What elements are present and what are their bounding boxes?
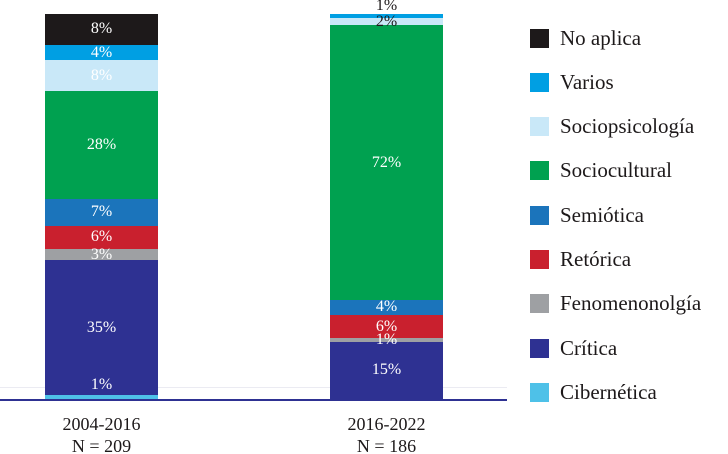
bar-segment-sociopsicologia: 2% [330,13,443,29]
legend-label: Fenomenonolgía [560,291,702,316]
gridline [0,387,507,388]
bar-segment-critica: 15% [330,341,443,399]
bar-segment-cibernetica: 1% [45,377,158,399]
bar-segment-label: 8% [90,20,113,38]
bar-segment-outside-label: 1% [375,0,398,14]
legend-swatch-fenomenonolgia [530,294,549,314]
bar-segment-fenomenonolgia: 1% [330,331,443,347]
legend-label: Crítica [560,335,618,360]
legend-swatch-semiotica [530,205,549,225]
legend-label: Retórica [560,247,632,271]
bar-segment-label: 35% [86,318,117,336]
bar-segment-sociocultural: 72% [330,25,443,300]
legend-swatch-cibernetica [530,382,549,402]
sample-size-label: N = 186 [356,436,417,454]
bar-segment-varios: 4% [45,43,158,61]
bar-segment-label: 6% [90,228,113,246]
bar-segment-retorica: 6% [45,225,158,249]
legend-item-retorica: Retórica [530,249,631,271]
bar-segment-label: 2% [375,12,398,30]
legend-item-sociocultural: Sociocultural [530,160,672,182]
bar-segment-label: 72% [371,153,402,171]
category-label: 2004-2016 [62,414,141,434]
bar-segment-fenomenonolgia: 3% [45,245,158,263]
bar-column-2004-2016: 8% 4% 8% 28% 7% 6% 3% 35% 1% [45,14,158,399]
legend-swatch-sociocultural [530,161,549,181]
bar-segment-label: 8% [90,66,113,84]
bar-segment-semiotica: 7% [45,198,158,226]
legend-item-varios: Varios [530,71,614,93]
legend-label: Sociocultural [560,158,672,183]
legend-item-critica: Crítica [530,337,617,359]
legend-swatch-no-aplica [530,28,549,48]
bar-column-2016-2022: 1% 2% 72% 4% 6% 1% 15% [330,0,443,399]
legend-swatch-varios [530,72,549,92]
legend-item-sociopsicologia: Sociopsicología [530,116,694,138]
legend-label: Sociopsicología [560,114,695,139]
legend-item-semiotica: Semiótica [530,204,644,226]
category-label: 2016-2022 [347,414,426,434]
legend-swatch-sociopsicologia [530,117,549,137]
bar-segment-label: 3% [90,245,113,263]
bar-segment-label: 28% [86,135,117,153]
legend-swatch-critica [530,338,549,358]
bar-segment-label: 15% [371,361,402,379]
bar-segment-sociopsicologia: 8% [45,60,158,91]
bar-segment-label: 4% [90,43,113,61]
legend-label: Varios [560,69,614,94]
bar-segment-no-aplica: 8% [45,14,158,45]
bar-segment-label: 7% [90,203,113,221]
legend-label: Cibernética [560,379,657,404]
bar-segment-label: 1% [90,376,113,394]
bar-segment-label: 6% [375,317,398,335]
legend-label: Semiótica [560,202,644,227]
bar-segment-varios [330,14,443,18]
bar-segment-retorica: 6% [330,315,443,338]
legend-label: No aplica [560,25,642,50]
legend-swatch-retorica [530,250,549,269]
bar-segment-label: 1% [375,330,398,348]
legend-item-cibernetica: Cibernética [530,381,657,403]
bar-segment-sociocultural: 28% [45,90,158,199]
x-axis-line [0,399,507,401]
legend-item-fenomenonolgia: Fenomenonolgía [530,293,701,315]
bar-segment-semiotica: 4% [330,298,443,316]
legend-item-no-aplica: No aplica [530,27,641,49]
sample-size-label: N = 209 [71,436,132,454]
bar-segment-critica: 35% [45,260,158,396]
bar-segment-label: 4% [375,298,398,316]
